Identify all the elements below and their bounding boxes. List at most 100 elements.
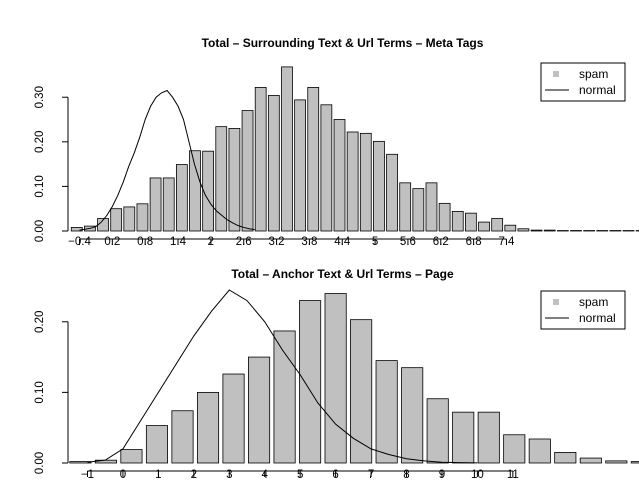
y-tick-label: 0.00 bbox=[34, 220, 46, 242]
x-tick-label: 1 bbox=[155, 469, 161, 481]
spam-bar bbox=[136, 203, 149, 232]
spam-bar bbox=[373, 140, 385, 232]
normal-density-line bbox=[79, 89, 255, 231]
spam-bar bbox=[554, 452, 577, 464]
spam-bar bbox=[350, 319, 373, 464]
spam-bar bbox=[478, 221, 490, 232]
legend-box bbox=[540, 62, 626, 102]
y-axis: 0.00 0.10 0.20 bbox=[34, 311, 69, 474]
x-tick-label: 8 bbox=[403, 469, 409, 481]
spam-bar bbox=[299, 300, 322, 464]
spam-bar bbox=[70, 227, 83, 232]
x-tick-label: 0.8 bbox=[137, 236, 153, 248]
spam-bar bbox=[503, 434, 526, 464]
spam-bar bbox=[110, 208, 123, 232]
spam-bar bbox=[517, 228, 530, 232]
spam-bar bbox=[324, 293, 347, 464]
spam-bar bbox=[149, 177, 162, 232]
spam-bar bbox=[528, 438, 551, 464]
legend-label-normal: normal bbox=[579, 311, 616, 325]
spam-bar bbox=[452, 411, 475, 464]
meta-tags-chart: Total – Surrounding Text & Url Terms – M… bbox=[34, 36, 639, 248]
spam-bar bbox=[241, 110, 254, 232]
x-tick-label: 7 bbox=[368, 469, 374, 481]
y-tick-label: 0.20 bbox=[34, 311, 46, 333]
spam-bar bbox=[399, 182, 412, 232]
chart-title: Total – Surrounding Text & Url Terms – M… bbox=[202, 36, 484, 50]
spam-bar bbox=[630, 461, 639, 464]
x-tick-label: 1.4 bbox=[170, 236, 187, 248]
spam-bar bbox=[491, 218, 504, 232]
x-tick-label: 11 bbox=[507, 469, 519, 481]
x-tick-label: 6 bbox=[332, 469, 338, 481]
y-tick-label: 0.10 bbox=[34, 381, 46, 403]
y-tick-label: 0.10 bbox=[34, 175, 46, 197]
x-tick-label: 5 bbox=[372, 236, 378, 248]
x-tick-label: 6.8 bbox=[466, 236, 482, 248]
spam-bar bbox=[307, 87, 320, 232]
spam-bar bbox=[401, 367, 424, 464]
spam-bar bbox=[162, 177, 175, 232]
spam-bar bbox=[228, 128, 241, 232]
page-anchor-chart: Total – Anchor Text & Url Terms – Page 0.… bbox=[34, 267, 639, 481]
spam-bar bbox=[477, 411, 500, 464]
legend-label-normal: normal bbox=[579, 83, 616, 97]
spam-bar bbox=[320, 104, 333, 232]
x-tick-label: 7.4 bbox=[498, 236, 515, 248]
spam-bar bbox=[248, 356, 271, 464]
spam-bars bbox=[70, 66, 639, 232]
y-tick-label: 0.00 bbox=[34, 452, 46, 474]
y-tick-label: 0.20 bbox=[34, 131, 46, 153]
x-tick-label: 3 bbox=[226, 469, 232, 481]
spam-bar bbox=[375, 360, 398, 464]
spam-bar bbox=[171, 410, 194, 464]
spam-bar bbox=[504, 224, 517, 232]
spam-bar bbox=[346, 131, 359, 232]
spam-bar bbox=[281, 66, 293, 232]
spam-bar bbox=[202, 150, 215, 232]
spam-bar bbox=[175, 164, 188, 232]
legend-box bbox=[540, 290, 626, 330]
spam-bar bbox=[412, 188, 425, 232]
spam-bar bbox=[120, 449, 143, 464]
spam-bar bbox=[145, 425, 169, 464]
spam-bar bbox=[438, 202, 451, 232]
spam-bar bbox=[333, 119, 346, 232]
spam-bar bbox=[579, 457, 602, 464]
x-tick-label: 4 bbox=[262, 469, 269, 481]
x-tick-label: 3.8 bbox=[301, 236, 317, 248]
spam-bar bbox=[359, 132, 372, 232]
chart-title: Total – Anchor Text & Url Terms – Page bbox=[231, 267, 454, 281]
x-tick-label: 2 bbox=[208, 236, 214, 248]
spam-bar bbox=[543, 229, 556, 232]
x-tick-label: 9 bbox=[439, 469, 445, 481]
legend-label-spam: spam bbox=[579, 295, 608, 309]
spam-bar bbox=[386, 153, 398, 232]
spam-bar bbox=[123, 206, 136, 232]
legend: spam normal bbox=[540, 62, 626, 102]
spam-bar bbox=[465, 212, 477, 232]
x-axis: −1 0 1 2 3 4 5 6 7 8 9 10 11 bbox=[81, 469, 519, 481]
x-tick-label: 3.2 bbox=[269, 236, 285, 248]
x-tick-label: 5 bbox=[297, 469, 303, 481]
legend-label-spam: spam bbox=[579, 67, 608, 81]
legend-spam-swatch bbox=[553, 299, 559, 305]
y-axis: 0.00 0.10 0.20 0.30 bbox=[34, 86, 69, 242]
spam-bar bbox=[425, 182, 438, 232]
spam-bar bbox=[530, 229, 543, 232]
normal-density-line bbox=[87, 289, 478, 464]
spam-bar bbox=[426, 398, 449, 464]
legend: spam normal bbox=[540, 290, 626, 330]
x-tick-label: 5.6 bbox=[400, 236, 416, 248]
spam-bar bbox=[267, 95, 280, 232]
spam-bars bbox=[69, 293, 639, 464]
x-tick-label: 0 bbox=[120, 469, 126, 481]
spam-bar bbox=[189, 150, 201, 232]
legend-spam-swatch bbox=[553, 71, 559, 77]
x-tick-label: −1 bbox=[81, 469, 94, 481]
spam-bar bbox=[451, 210, 464, 232]
x-tick-label: 2.6 bbox=[236, 236, 252, 248]
x-axis: −0.4 0.2 0.8 1.4 2 2.6 3.2 3.8 4.4 5 5.6 6.2 6.8 7.4 bbox=[68, 236, 515, 248]
x-tick-label: 4.4 bbox=[334, 236, 351, 248]
